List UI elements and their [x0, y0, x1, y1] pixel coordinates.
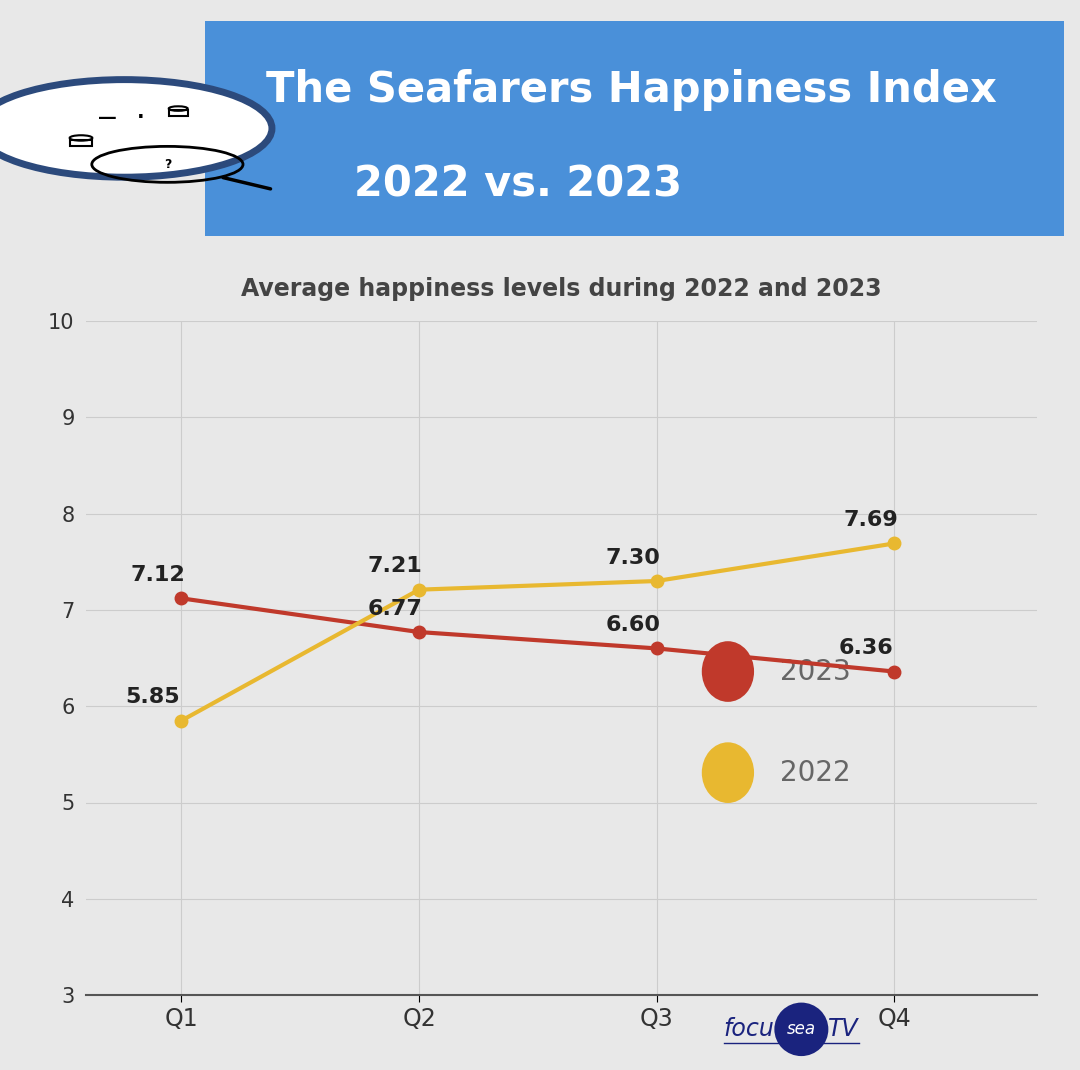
FancyBboxPatch shape: [205, 20, 1064, 236]
Text: 7.21: 7.21: [368, 556, 422, 576]
Text: 6.36: 6.36: [838, 638, 893, 658]
Title: Average happiness levels during 2022 and 2023: Average happiness levels during 2022 and…: [241, 277, 882, 301]
Text: TV: TV: [828, 1018, 859, 1041]
Ellipse shape: [702, 641, 754, 702]
Text: 2022 vs. 2023: 2022 vs. 2023: [354, 164, 683, 205]
Text: sea: sea: [787, 1021, 815, 1038]
Text: 2022: 2022: [780, 759, 851, 786]
Text: 6.60: 6.60: [606, 615, 660, 635]
Ellipse shape: [0, 79, 272, 178]
Text: — ·: — ·: [99, 104, 149, 132]
Text: 6.77: 6.77: [368, 598, 422, 618]
Ellipse shape: [702, 743, 754, 802]
Text: ?: ?: [164, 158, 171, 171]
Text: 7.69: 7.69: [843, 510, 897, 530]
Text: 2023: 2023: [780, 658, 851, 686]
Text: The Seafarers Happiness Index: The Seafarers Happiness Index: [267, 68, 997, 111]
Text: focu: focu: [724, 1018, 774, 1041]
Text: 7.30: 7.30: [606, 548, 660, 567]
Text: 7.12: 7.12: [131, 565, 185, 585]
Text: 5.85: 5.85: [125, 687, 180, 707]
